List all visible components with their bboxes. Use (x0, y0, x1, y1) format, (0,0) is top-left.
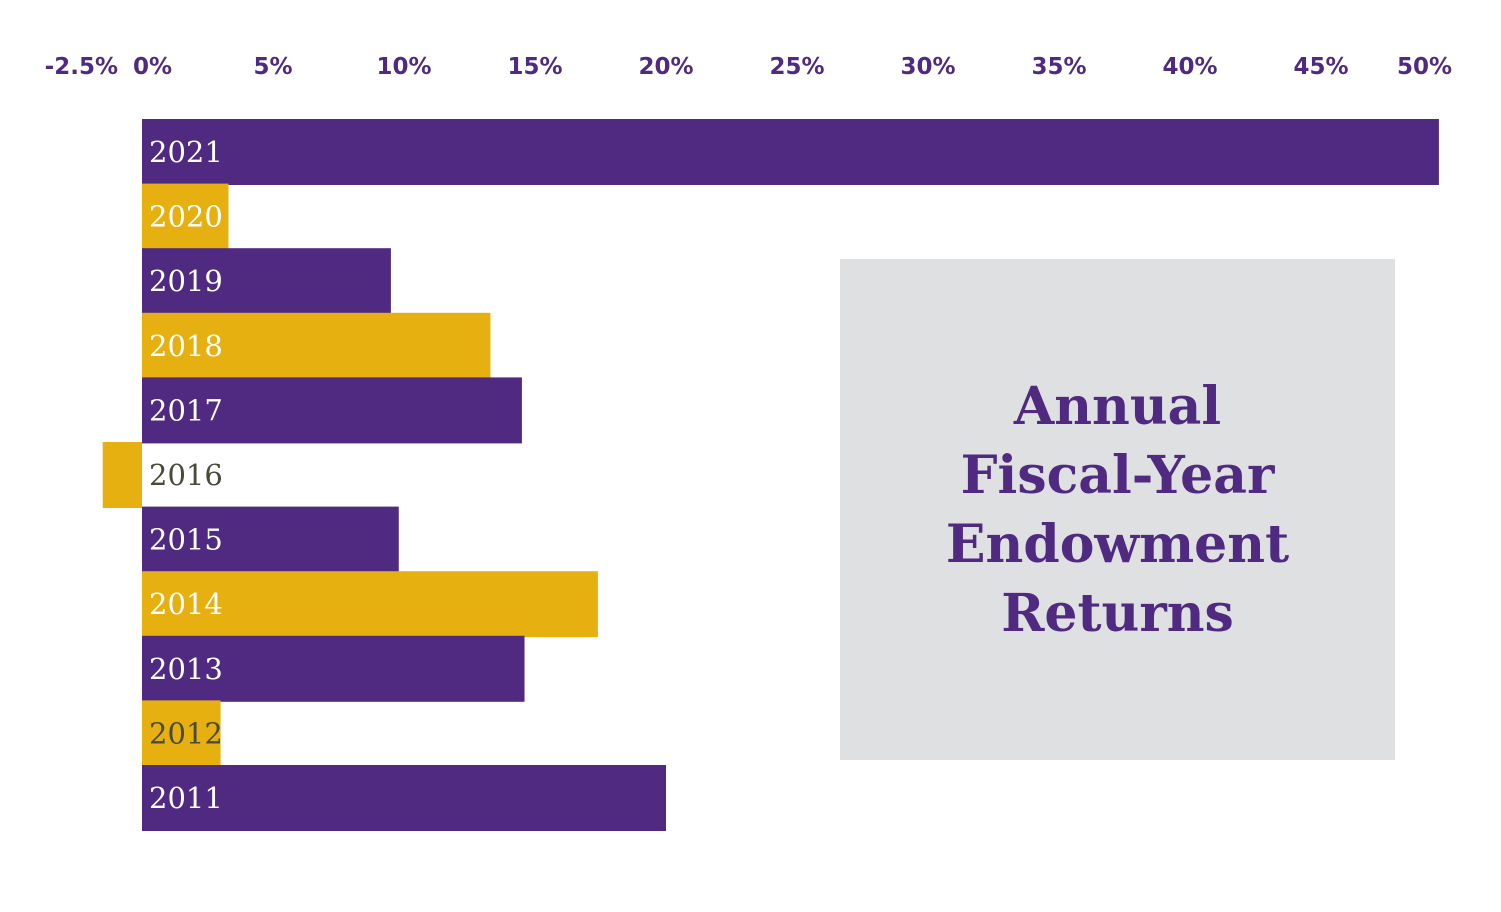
bar (142, 635, 525, 702)
x-tick-label: 20% (638, 54, 693, 80)
bar-year-label: 2011 (149, 781, 223, 815)
bar (142, 765, 666, 831)
chart-title-box: Annual Fiscal-Year Endowment Returns (840, 259, 1395, 760)
bar (142, 571, 598, 638)
chart-title-line: Fiscal-Year (960, 444, 1275, 506)
x-tick-label: 0% (133, 54, 172, 80)
x-tick-label: 30% (900, 54, 955, 80)
bar (142, 119, 1439, 185)
bar (142, 377, 522, 444)
bar (142, 248, 391, 315)
bar-year-label: 2014 (149, 587, 223, 621)
bar-year-label: 2012 (149, 716, 223, 750)
chart-title: Annual Fiscal-Year Endowment Returns (840, 372, 1395, 648)
x-tick-label: 50% (1397, 54, 1452, 80)
x-tick-label: -2.5% (45, 54, 118, 80)
bar-year-label: 2021 (149, 135, 223, 169)
bar (102, 442, 142, 508)
bar (142, 700, 221, 767)
bar (142, 312, 491, 379)
bar (142, 506, 399, 573)
year-labels-group: 2021 2020 2019 2018 2017 2016 2015 2014 2013 2012… (149, 135, 223, 815)
bar-year-label: 2016 (149, 458, 223, 492)
bars-group (102, 119, 1439, 831)
x-tick-label: 35% (1031, 54, 1086, 80)
chart-title-line: Annual (1013, 375, 1222, 437)
x-tick-label: 15% (507, 54, 562, 80)
bar-year-label: 2017 (149, 393, 223, 427)
bar (142, 183, 229, 250)
bar-year-label: 2019 (149, 264, 223, 298)
x-tick-label: 45% (1293, 54, 1348, 80)
chart-title-line: Returns (1001, 582, 1234, 644)
x-tick-label: 10% (376, 54, 431, 80)
x-axis-tick-labels: -2.5% 0% 5% 10% 15% 20% 25% 30% 35% 40% 45% 50% (45, 54, 1452, 80)
x-tick-label: 25% (769, 54, 824, 80)
chart-title-line: Endowment (945, 513, 1290, 575)
bar-year-label: 2018 (149, 329, 223, 363)
x-tick-label: 40% (1162, 54, 1217, 80)
bar-year-label: 2013 (149, 652, 223, 686)
x-tick-label: 5% (253, 54, 292, 80)
bar-year-label: 2015 (149, 523, 223, 557)
bar-year-label: 2020 (149, 200, 223, 234)
